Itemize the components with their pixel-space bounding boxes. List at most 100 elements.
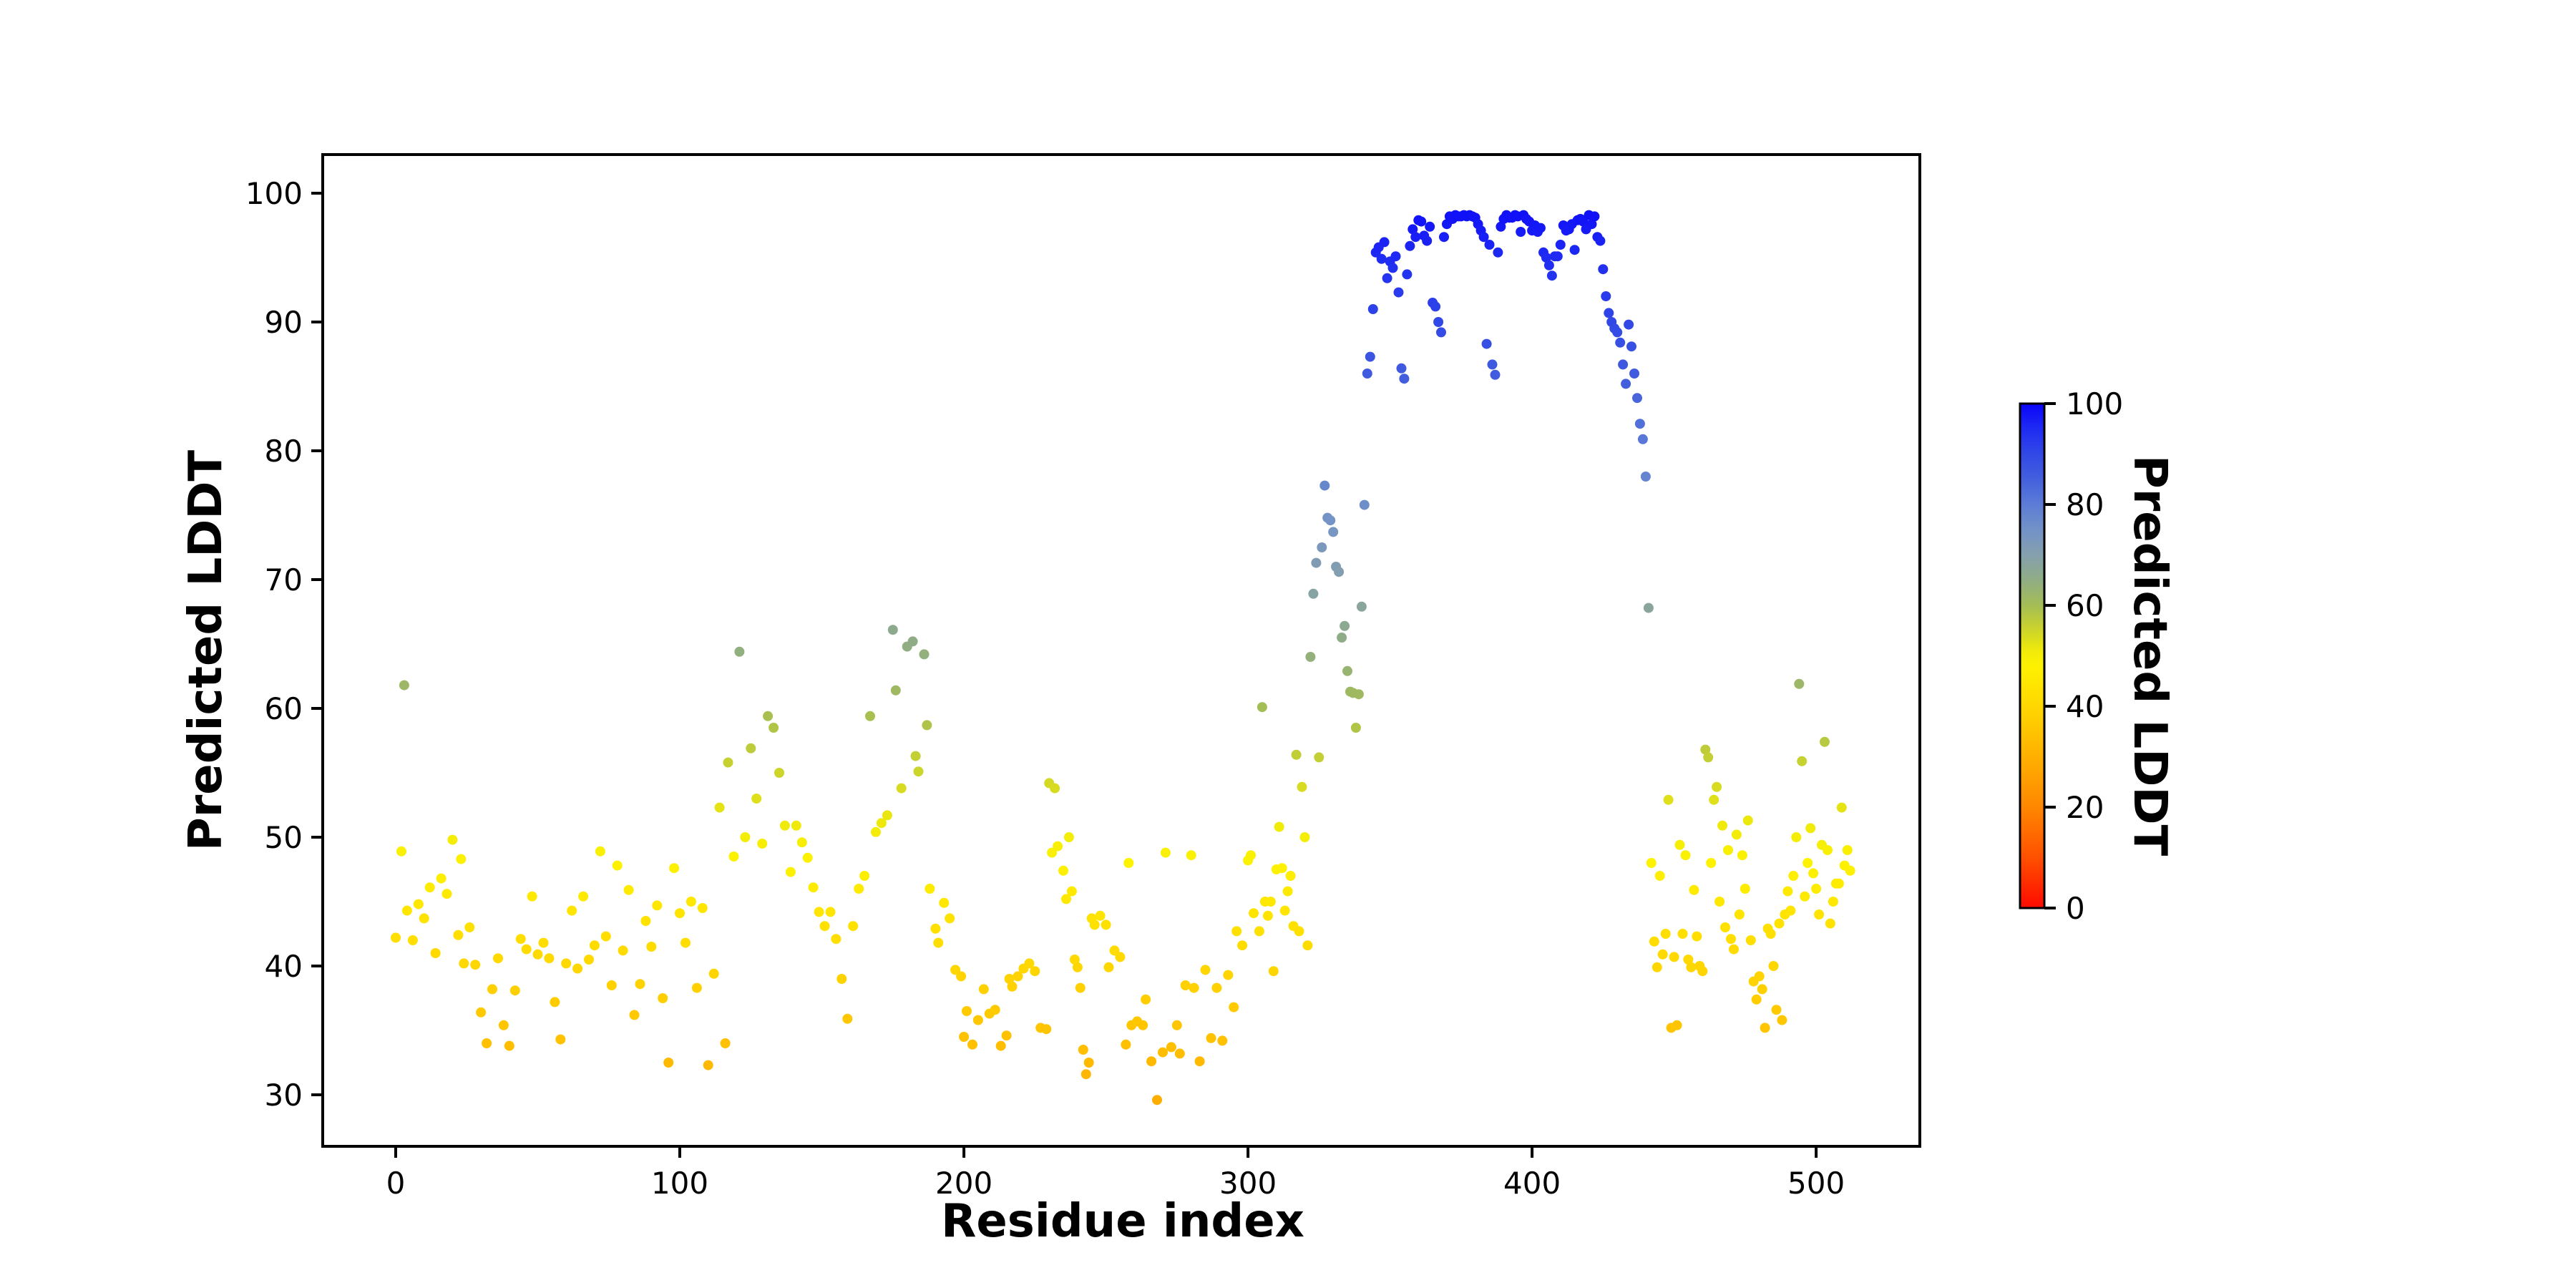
scatter-point — [1811, 884, 1822, 894]
scatter-point — [1407, 224, 1418, 235]
colorbar-tick-label: 0 — [2066, 891, 2085, 926]
scatter-point — [967, 1039, 977, 1050]
scatter-point — [1013, 971, 1023, 982]
scatter-point — [527, 891, 537, 902]
scatter-point — [1433, 317, 1444, 327]
scatter-point — [697, 903, 708, 913]
scatter-point — [612, 860, 623, 871]
scatter-point — [848, 921, 859, 932]
scatter-point — [464, 922, 475, 932]
scatter-point — [1734, 909, 1745, 919]
scatter-point — [1546, 270, 1557, 281]
scatter-point — [1516, 227, 1526, 237]
scatter-point — [1211, 982, 1222, 993]
scatter-point — [1669, 952, 1679, 962]
scatter-point — [1774, 918, 1785, 929]
scatter-point — [441, 889, 452, 899]
scatter-points — [391, 210, 1855, 1106]
scatter-point — [1674, 839, 1685, 850]
scatter-point — [785, 867, 796, 877]
scatter-point — [691, 982, 702, 993]
scatter-point — [680, 937, 691, 948]
scatter-point — [890, 685, 901, 696]
x-tick-label: 400 — [1503, 1166, 1561, 1201]
scatter-point — [1061, 894, 1071, 904]
scatter-point — [1629, 369, 1639, 379]
scatter-point — [1484, 240, 1495, 250]
scatter-point — [1109, 945, 1120, 956]
scatter-point — [1439, 232, 1449, 243]
scatter-point — [808, 882, 819, 893]
scatter-point — [1229, 1002, 1239, 1013]
scatter-point — [1643, 602, 1654, 613]
scatter-point — [1396, 363, 1407, 374]
scatter-point — [714, 802, 725, 813]
scatter-point — [907, 636, 918, 647]
scatter-point — [913, 766, 924, 777]
scatter-point — [515, 934, 526, 945]
colorbar-tick-label: 60 — [2066, 588, 2104, 623]
scatter-point — [1800, 891, 1810, 902]
scatter-point — [1490, 369, 1501, 380]
scatter-point — [1123, 858, 1134, 868]
scatter-point — [1686, 962, 1697, 972]
scatter-point — [1053, 841, 1063, 852]
scatter-point — [1740, 884, 1750, 894]
scatter-point — [950, 965, 961, 975]
scatter-point — [456, 854, 467, 864]
scatter-point — [1274, 821, 1284, 832]
scatter-point — [1382, 273, 1392, 283]
scatter-point — [703, 1060, 713, 1070]
scatter-point — [1265, 897, 1276, 907]
scatter-point — [1680, 850, 1691, 861]
scatter-point — [1654, 871, 1665, 881]
scatter-point — [1805, 823, 1816, 834]
scatter-point — [1075, 982, 1085, 993]
plot-border — [321, 153, 1921, 1148]
scatter-point — [1072, 962, 1083, 972]
scatter-point — [1541, 253, 1551, 263]
scatter-point — [939, 897, 950, 908]
scatter-point — [1353, 689, 1364, 700]
scatter-point — [1138, 1020, 1148, 1030]
scatter-point — [1314, 752, 1324, 763]
scatter-point — [1555, 240, 1566, 250]
scatter-point — [1640, 472, 1651, 482]
scatter-point — [1262, 910, 1273, 921]
scatter-point — [1720, 922, 1730, 932]
scatter-point — [1604, 308, 1614, 318]
scatter-point — [1615, 337, 1626, 348]
scatter-point — [1652, 962, 1662, 972]
scatter-point — [1731, 829, 1742, 840]
scatter-point — [1703, 752, 1714, 763]
x-tick-label: 0 — [386, 1166, 406, 1201]
x-tick-label: 500 — [1787, 1166, 1845, 1201]
scatter-point — [1672, 1020, 1682, 1030]
colorbar-tick-label: 40 — [2066, 689, 2104, 724]
colorbar-tick-label: 100 — [2066, 386, 2123, 421]
y-tick-label: 70 — [265, 562, 303, 597]
scatter-point — [1152, 1095, 1162, 1106]
scatter-point — [1768, 961, 1779, 971]
scatter-point — [600, 931, 611, 942]
scatter-point — [1825, 918, 1835, 929]
colorbar-ticks: 0 20 40 60 80 100 — [2044, 386, 2123, 926]
scatter-point — [1078, 1045, 1088, 1055]
scatter-point — [675, 908, 685, 919]
scatter-point — [686, 897, 696, 907]
scatter-point — [1083, 1058, 1094, 1068]
scatter-point — [618, 945, 628, 956]
scatter-point — [401, 905, 412, 916]
scatter-point — [1632, 393, 1642, 404]
x-tick-label: 300 — [1219, 1166, 1277, 1201]
scatter-point — [544, 953, 555, 964]
scatter-point — [1171, 1020, 1182, 1030]
scatter-point — [635, 979, 645, 990]
scatter-point — [504, 1040, 514, 1051]
scatter-point — [972, 1015, 983, 1025]
y-tick-label: 100 — [245, 176, 303, 211]
scatter-point — [1626, 341, 1636, 352]
scatter-point — [1782, 886, 1793, 897]
scatter-point — [956, 971, 967, 982]
scatter-point — [1058, 865, 1068, 876]
